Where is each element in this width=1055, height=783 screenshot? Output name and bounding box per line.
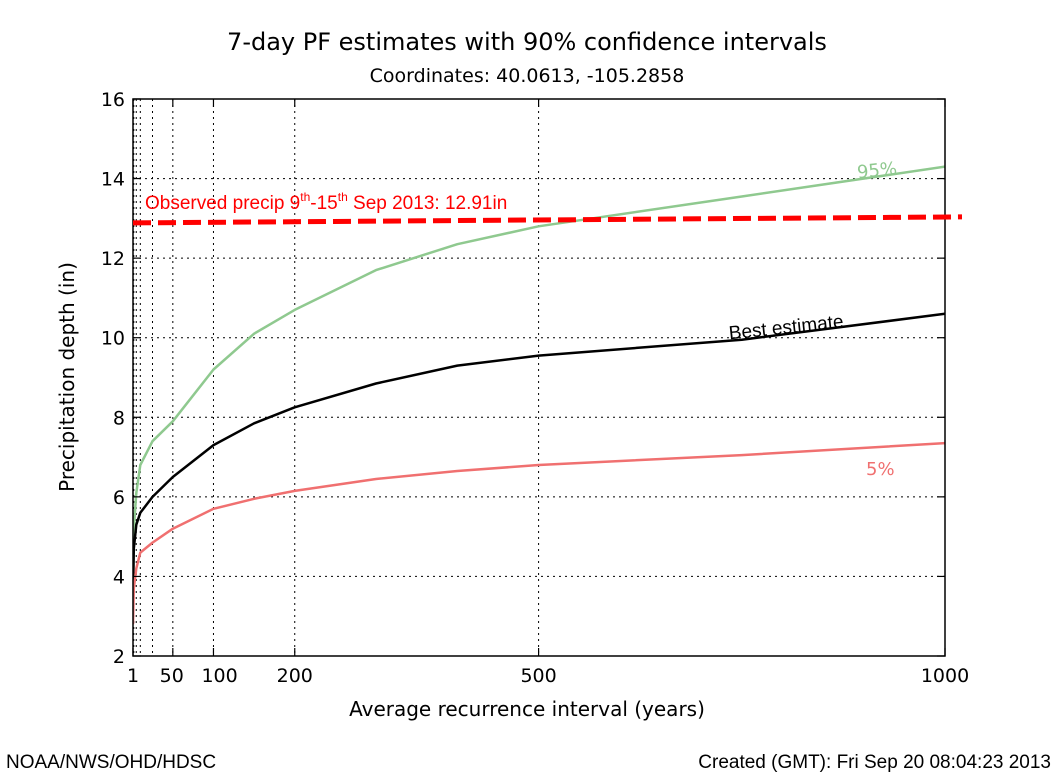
- plot-frame: [132, 98, 946, 657]
- chart-subtitle: Coordinates: 40.0613, -105.2858: [370, 65, 685, 87]
- observed-precip-line: [132, 214, 963, 226]
- observed-precip-annotation: Observed precip 9th-15th Sep 2013: 12.91…: [132, 190, 963, 226]
- x-tick-label: 50: [160, 665, 184, 687]
- observed-precip-label: Observed precip 9th-15th Sep 2013: 12.91…: [145, 190, 507, 214]
- footer-source: NOAA/NWS/OHD/HDSC: [6, 752, 217, 773]
- chart-title: 7-day PF estimates with 90% confidence i…: [227, 28, 827, 56]
- series-line-5: [133, 441, 945, 625]
- series-label-95: 95%: [856, 158, 898, 183]
- series-group: [133, 165, 945, 625]
- series-line-95: [133, 165, 945, 593]
- y-tick-label: 16: [101, 89, 125, 111]
- y-tick-label: 10: [101, 328, 125, 350]
- series-labels: 95% Best estimate 5%: [728, 158, 898, 480]
- x-tick-label: 1000: [921, 665, 969, 687]
- y-tick-label: 8: [113, 407, 125, 429]
- series-label-5: 5%: [866, 459, 895, 480]
- y-tick-label: 6: [113, 487, 125, 509]
- precipitation-frequency-chart: 7-day PF estimates with 90% confidence i…: [55, 28, 969, 721]
- y-axis-label: Precipitation depth (in): [55, 262, 79, 492]
- footer-created: Created (GMT): Fri Sep 20 08:04:23 2013: [698, 752, 1051, 773]
- series-label-best-estimate: Best estimate: [728, 311, 845, 344]
- x-tick-label: 100: [201, 665, 237, 687]
- gridlines: [132, 98, 946, 657]
- y-tick-label: 14: [101, 169, 125, 191]
- y-tick-label: 12: [101, 248, 125, 270]
- series-line-best-estimate: [133, 312, 945, 597]
- x-axis-label: Average recurrence interval (years): [349, 697, 705, 721]
- x-tick-label: 1: [127, 665, 139, 687]
- y-tick-label: 4: [113, 566, 125, 588]
- x-tick-label: 500: [520, 665, 556, 687]
- x-tick-label: 200: [277, 665, 313, 687]
- axis-ticks: 2 4 6 8 10 12 14 16 1 50 100 200 500 1000: [101, 89, 969, 687]
- y-tick-label: 2: [113, 646, 125, 668]
